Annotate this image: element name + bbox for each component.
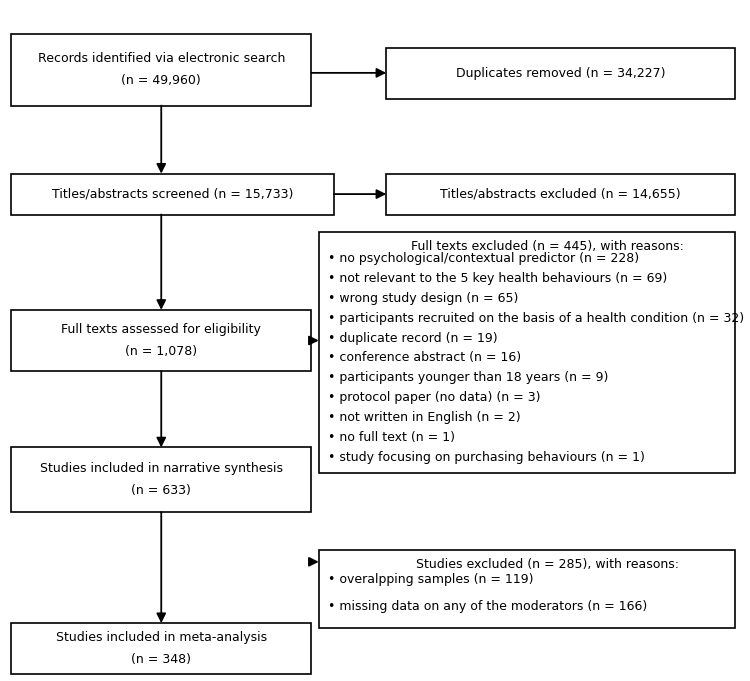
Text: • not relevant to the 5 key health behaviours (n = 69): • not relevant to the 5 key health behav… (328, 272, 667, 285)
Text: • no psychological/contextual predictor (n = 228): • no psychological/contextual predictor … (328, 252, 639, 265)
Text: • participants recruited on the basis of a health condition (n = 32): • participants recruited on the basis of… (328, 312, 744, 325)
Text: Full texts assessed for eligibility: Full texts assessed for eligibility (62, 323, 261, 336)
FancyBboxPatch shape (11, 174, 334, 215)
Text: (n = 633): (n = 633) (131, 484, 191, 497)
Text: Full texts excluded (n = 445), with reasons:: Full texts excluded (n = 445), with reas… (411, 240, 684, 253)
Text: • overalpping samples (n = 119): • overalpping samples (n = 119) (328, 573, 533, 586)
Text: • protocol paper (no data) (n = 3): • protocol paper (no data) (n = 3) (328, 391, 540, 405)
Text: • duplicate record (n = 19): • duplicate record (n = 19) (328, 332, 497, 345)
FancyBboxPatch shape (11, 623, 311, 674)
Text: • study focusing on purchasing behaviours (n = 1): • study focusing on purchasing behaviour… (328, 451, 644, 464)
Text: • wrong study design (n = 65): • wrong study design (n = 65) (328, 291, 518, 305)
FancyBboxPatch shape (319, 550, 735, 628)
Text: Studies included in meta-analysis: Studies included in meta-analysis (56, 631, 267, 644)
FancyBboxPatch shape (319, 232, 735, 473)
FancyBboxPatch shape (11, 447, 311, 512)
Text: Titles/abstracts excluded (n = 14,655): Titles/abstracts excluded (n = 14,655) (440, 187, 681, 201)
Text: Duplicates removed (n = 34,227): Duplicates removed (n = 34,227) (456, 67, 665, 80)
Text: Studies included in narrative synthesis: Studies included in narrative synthesis (40, 462, 283, 475)
Text: (n = 348): (n = 348) (131, 653, 191, 666)
Text: • no full text (n = 1): • no full text (n = 1) (328, 431, 454, 444)
Text: (n = 1,078): (n = 1,078) (125, 345, 197, 358)
FancyBboxPatch shape (11, 310, 311, 371)
FancyBboxPatch shape (386, 174, 735, 215)
FancyBboxPatch shape (386, 48, 735, 99)
Text: • not written in English (n = 2): • not written in English (n = 2) (328, 411, 520, 424)
Text: • conference abstract (n = 16): • conference abstract (n = 16) (328, 351, 520, 364)
Text: Records identified via electronic search: Records identified via electronic search (38, 52, 285, 65)
Text: • missing data on any of the moderators (n = 166): • missing data on any of the moderators … (328, 600, 647, 613)
Text: Studies excluded (n = 285), with reasons:: Studies excluded (n = 285), with reasons… (416, 558, 680, 571)
FancyBboxPatch shape (11, 34, 311, 106)
Text: • participants younger than 18 years (n = 9): • participants younger than 18 years (n … (328, 371, 608, 384)
Text: (n = 49,960): (n = 49,960) (122, 74, 201, 87)
Text: Titles/abstracts screened (n = 15,733): Titles/abstracts screened (n = 15,733) (52, 187, 293, 201)
